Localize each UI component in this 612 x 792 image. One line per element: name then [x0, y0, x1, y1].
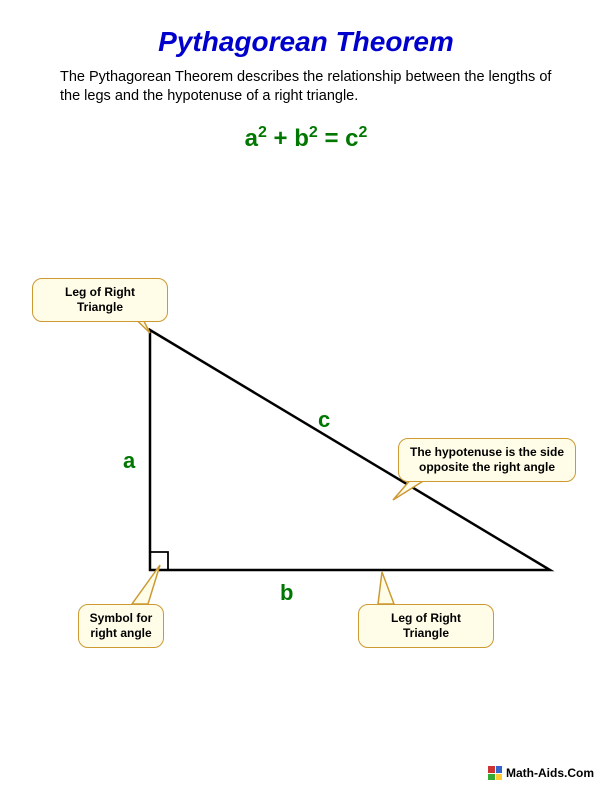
callout-hypotenuse-line2: opposite the right angle: [419, 460, 555, 474]
formula-plus: +: [267, 125, 294, 152]
footer-text: Math-Aids.Com: [506, 766, 594, 780]
formula-a-exp: 2: [258, 124, 267, 141]
page-title: Pythagorean Theorem: [0, 0, 612, 58]
callout-right-angle-line1: Symbol for: [90, 611, 153, 625]
formula: a2 + b2 = c2: [0, 106, 612, 153]
description-text: The Pythagorean Theorem describes the re…: [0, 58, 612, 106]
side-label-c: c: [318, 407, 330, 433]
side-label-b: b: [280, 580, 293, 606]
formula-eq: =: [318, 125, 345, 152]
callout-hypotenuse: The hypotenuse is the side opposite the …: [398, 438, 576, 482]
callout-hypotenuse-line1: The hypotenuse is the side: [410, 445, 564, 459]
footer: Math-Aids.Com: [488, 766, 594, 780]
callout-bottom-leg: Leg of Right Triangle: [358, 604, 494, 648]
formula-b: b: [294, 125, 309, 152]
formula-c: c: [345, 125, 358, 152]
callout-right-angle-symbol: Symbol for right angle: [78, 604, 164, 648]
formula-c-exp: 2: [359, 124, 368, 141]
formula-a: a: [245, 125, 258, 152]
logo-icon: [488, 766, 502, 780]
side-label-a: a: [123, 448, 135, 474]
callout-top-leg: Leg of Right Triangle: [32, 278, 168, 322]
callout-right-angle-line2: right angle: [90, 626, 151, 640]
formula-b-exp: 2: [309, 124, 318, 141]
